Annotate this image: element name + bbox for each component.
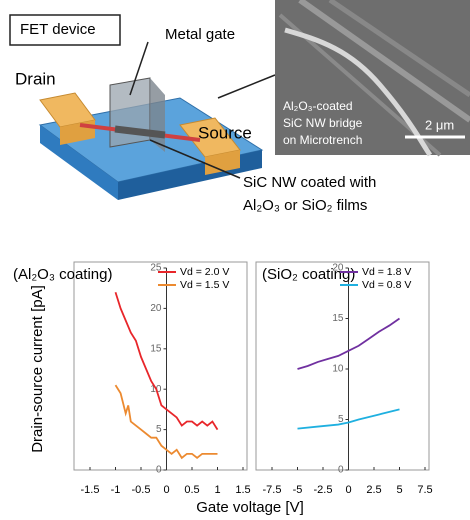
x-tick-label: -2.5	[314, 484, 333, 496]
x-tick-label: 0	[163, 484, 169, 496]
sem-caption: Al₂O₃-coated	[283, 99, 353, 113]
device-label: FET device	[20, 21, 96, 38]
x-tick-label: -0.5	[132, 484, 151, 496]
sem-caption: on Microtrench	[283, 133, 362, 147]
nanowire-label: SiC NW coated with	[243, 174, 376, 191]
legend-label: Vd = 2.0 V	[180, 266, 229, 278]
x-tick-label: -1.5	[81, 484, 100, 496]
figure: FET device Metal gate Drain Source SiC N…	[0, 0, 470, 520]
x-tick-label: 0.5	[184, 484, 199, 496]
x-tick-label: -7.5	[263, 484, 282, 496]
x-tick-label: 1.5	[235, 484, 250, 496]
y-tick-label: 15	[332, 313, 344, 324]
legend-label: Vd = 1.8 V	[362, 266, 411, 278]
x-tick-label: -5	[293, 484, 303, 496]
y-tick-label: 0	[338, 465, 344, 476]
x-tick-label: 1	[214, 484, 220, 496]
chart-title: (Al₂O₃ coating)	[13, 266, 112, 283]
device-schematic	[10, 15, 275, 200]
x-tick-label: 0	[345, 484, 351, 496]
y-tick-label: 10	[332, 364, 344, 375]
legend-label: Vd = 0.8 V	[362, 279, 411, 291]
sem-caption: SiC NW bridge	[283, 116, 363, 130]
y-tick-label: 15	[150, 343, 162, 354]
y-tick-label: 5	[156, 424, 162, 435]
source-label: Source	[198, 123, 252, 142]
y-tick-label: 0	[156, 465, 162, 476]
x-tick-label: 2.5	[366, 484, 381, 496]
drain-label: Drain	[15, 69, 56, 88]
x-axis-label: Gate voltage [V]	[196, 499, 304, 516]
plot-frame	[74, 262, 247, 470]
x-tick-label: 7.5	[417, 484, 432, 496]
y-tick-label: 20	[150, 303, 162, 314]
y-axis-label: Drain-source current [pA]	[29, 285, 46, 453]
x-tick-label: -1	[111, 484, 121, 496]
scale-bar-label: 2 μm	[425, 117, 454, 132]
nanowire-label: Al₂O₃ or SiO₂ films	[243, 197, 367, 214]
x-tick-label: 5	[396, 484, 402, 496]
legend-label: Vd = 1.5 V	[180, 279, 229, 291]
chart-title: (SiO₂ coating)	[262, 266, 355, 283]
gate-label: Metal gate	[165, 26, 235, 43]
